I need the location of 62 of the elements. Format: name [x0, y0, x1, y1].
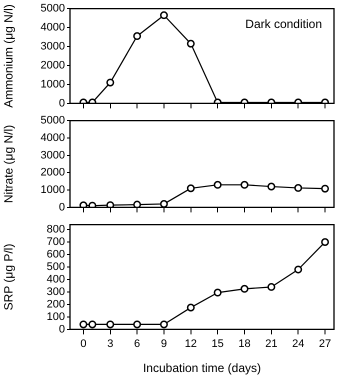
point	[321, 184, 329, 193]
point	[88, 320, 96, 328]
y-tick-label: 5000	[40, 114, 65, 127]
point	[214, 288, 222, 297]
point	[240, 284, 248, 293]
x-tick-label: 24	[292, 338, 304, 350]
point	[133, 320, 142, 328]
x-tick-label: 9	[160, 338, 168, 350]
point	[79, 201, 88, 208]
y-tick-label: 1000	[40, 184, 65, 196]
y-axis-title: SRP (μg P/l)	[2, 244, 16, 310]
point	[186, 40, 195, 48]
point	[240, 180, 248, 189]
x-tick-label: 12	[184, 338, 197, 350]
y-tick-label: 1000	[40, 78, 65, 90]
y-tick-label: 600	[46, 248, 65, 261]
point	[79, 320, 88, 328]
x-tick-label: 18	[238, 338, 251, 350]
y-tick-label: 800	[46, 224, 65, 236]
point	[160, 320, 168, 328]
y-tick-label: 200	[46, 298, 65, 310]
x-tick-label: 0	[80, 338, 86, 350]
x-tick-label: 15	[212, 338, 224, 350]
y-tick-label: 0	[58, 97, 65, 110]
point	[214, 180, 222, 189]
x-tick-label: 27	[318, 338, 332, 350]
point	[267, 182, 276, 191]
point	[294, 184, 302, 192]
y-tick-label: 4000	[40, 22, 65, 34]
y-tick-label: 100	[46, 310, 65, 323]
point	[88, 202, 96, 208]
x-tick-label: 3	[107, 338, 114, 350]
y-tick-label: 2000	[40, 166, 65, 179]
x-axis-title: Incubation time (days)	[142, 361, 262, 376]
point	[160, 11, 168, 20]
y-axis-title: Ammonium (μg N/l)	[2, 4, 16, 108]
point	[294, 266, 302, 274]
x-tick-label: 6	[134, 338, 140, 350]
point	[106, 78, 114, 86]
point	[133, 32, 142, 40]
point	[267, 283, 276, 291]
point	[186, 304, 195, 312]
x-tick-label: 21	[265, 338, 278, 350]
y-tick-label: 4000	[40, 132, 65, 144]
y-tick-label: 300	[46, 286, 65, 298]
y-tick-label: 5000	[40, 2, 65, 15]
point	[133, 200, 142, 208]
y-tick-label: 0	[58, 323, 65, 336]
y-tick-label: 0	[58, 201, 65, 214]
point	[106, 320, 114, 328]
y-tick-label: 2000	[40, 60, 65, 72]
y-tick-label: 3000	[40, 149, 65, 162]
point	[186, 184, 195, 192]
y-tick-label: 500	[46, 261, 65, 274]
y-axis-title: Nitrate (μg N/l)	[2, 124, 16, 204]
y-tick-label: 3000	[40, 40, 65, 53]
point	[106, 201, 114, 208]
annotation: Dark condition	[245, 16, 322, 31]
y-tick-label: 400	[46, 274, 65, 286]
point	[321, 238, 329, 246]
point	[160, 200, 168, 208]
y-tick-label: 700	[46, 236, 65, 248]
